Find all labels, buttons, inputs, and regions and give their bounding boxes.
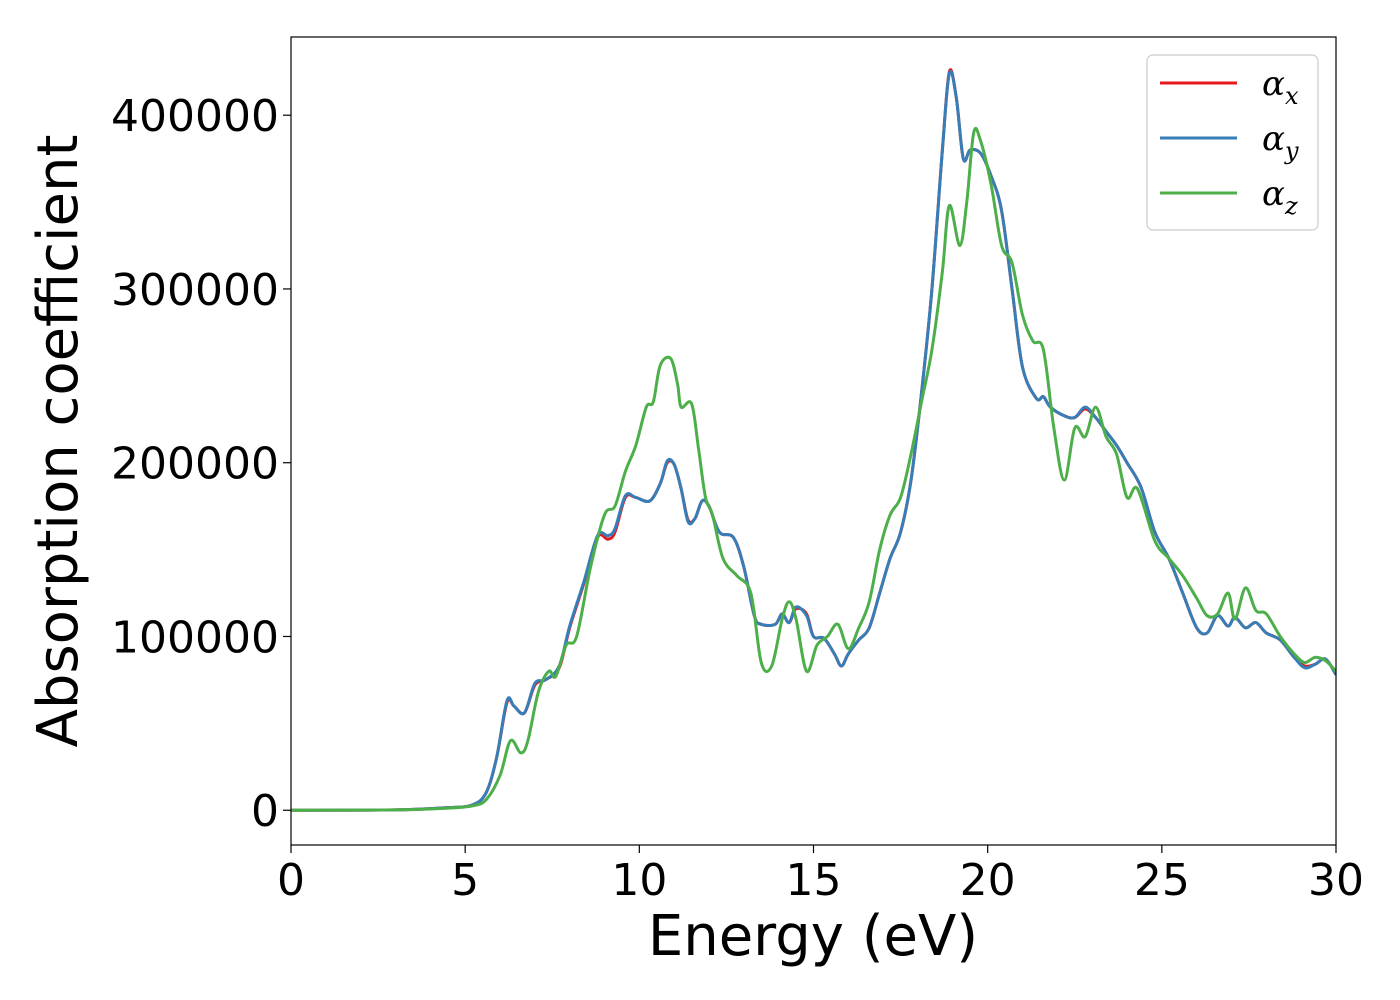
x-tick-label: 15 xyxy=(786,855,842,906)
x-tick-label: 30 xyxy=(1308,855,1364,906)
y-tick-label: 200000 xyxy=(111,439,279,490)
y-axis-title: Absorption coefficient xyxy=(26,135,91,748)
x-tick-label: 10 xyxy=(611,855,667,906)
y-tick-label: 100000 xyxy=(111,612,279,663)
x-tick-label: 5 xyxy=(451,855,479,906)
x-tick-label: 25 xyxy=(1134,855,1190,906)
series-line-z xyxy=(291,126,1336,812)
y-tick-label: 400000 xyxy=(111,91,279,142)
x-tick-label: 20 xyxy=(960,855,1016,906)
x-axis: 0 5 10 15 20 25 30 xyxy=(277,845,1364,906)
x-axis-title: Energy (eV) xyxy=(648,904,978,969)
y-tick-label: 0 xyxy=(251,786,279,837)
y-axis: 0 100000 200000 300000 400000 xyxy=(111,91,291,837)
x-tick-label: 0 xyxy=(277,855,305,906)
y-tick-label: 300000 xyxy=(111,265,279,316)
legend-box xyxy=(1146,54,1319,231)
